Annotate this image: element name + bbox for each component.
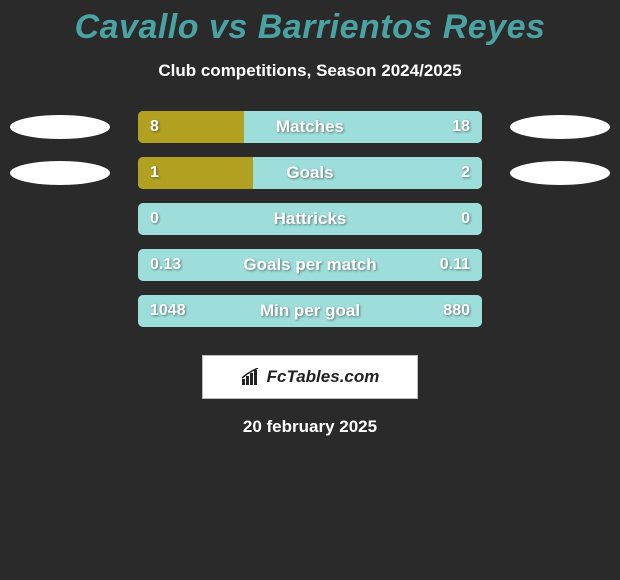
stat-row-matches: 8 Matches 18 — [0, 111, 620, 143]
stat-value-right: 0 — [461, 210, 470, 228]
comparison-infographic: Cavallo vs Barrientos Reyes Club competi… — [0, 0, 620, 580]
stat-label: Goals per match — [243, 255, 376, 275]
player-photo-right — [510, 115, 610, 139]
player-photo-left — [10, 161, 110, 185]
stat-row-hattricks: 0 Hattricks 0 — [138, 203, 482, 235]
stat-value-left: 0 — [150, 210, 159, 228]
stat-label: Hattricks — [274, 209, 347, 229]
stat-bar-hattricks: 0 Hattricks 0 — [138, 203, 482, 235]
stat-bar-matches: 8 Matches 18 — [138, 111, 482, 143]
stat-value-right: 2 — [461, 164, 470, 182]
stat-row-goals: 1 Goals 2 — [0, 157, 620, 189]
brand-logo: FcTables.com — [202, 355, 418, 399]
chart-icon — [241, 368, 263, 386]
page-title: Cavallo vs Barrientos Reyes — [75, 8, 546, 47]
stat-value-left: 0.13 — [150, 256, 181, 274]
brand-logo-text: FcTables.com — [267, 367, 380, 387]
stat-bar-mpg: 1048 Min per goal 880 — [138, 295, 482, 327]
stat-label: Goals — [286, 163, 333, 183]
stat-value-left: 1048 — [150, 302, 186, 320]
stat-value-right: 880 — [443, 302, 470, 320]
stat-bar-goals: 1 Goals 2 — [138, 157, 482, 189]
stat-row-mpg: 1048 Min per goal 880 — [138, 295, 482, 327]
stat-row-gpm: 0.13 Goals per match 0.11 — [138, 249, 482, 281]
subtitle: Club competitions, Season 2024/2025 — [158, 61, 461, 81]
stat-label: Matches — [276, 117, 344, 137]
stat-value-left: 1 — [150, 164, 159, 182]
player-photo-left — [10, 115, 110, 139]
stat-bar-gpm: 0.13 Goals per match 0.11 — [138, 249, 482, 281]
date-text: 20 february 2025 — [243, 417, 377, 437]
stat-label: Min per goal — [260, 301, 360, 321]
player-photo-right — [510, 161, 610, 185]
stat-value-right: 0.11 — [440, 256, 470, 274]
stat-value-right: 18 — [452, 118, 470, 136]
stat-value-left: 8 — [150, 118, 159, 136]
